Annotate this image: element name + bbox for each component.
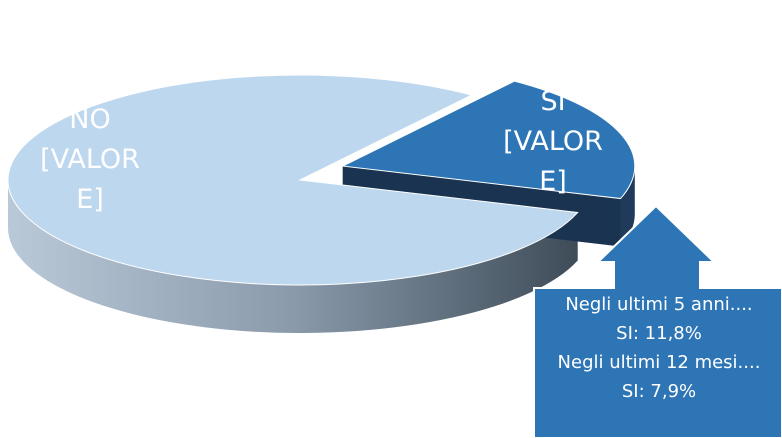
value-label: [VALORE]: [503, 126, 603, 197]
value-label: [VALORE]: [40, 144, 140, 215]
callout-line: SI: 7,9%: [621, 381, 697, 402]
slice-label: NO [VALORE]: [40, 100, 140, 220]
callout-arrow: [533, 204, 782, 438]
pie: [7, 74, 636, 333]
slice-label: SI [VALORE]: [503, 82, 603, 202]
callout-text: Negli ultimi 5 anni.... SI: 11,8% Negli ul…: [536, 290, 782, 406]
category-label: NO: [69, 104, 111, 135]
slice: [7, 74, 579, 286]
slice-side: [620, 166, 635, 247]
callout-line: SI: 11,8%: [616, 323, 702, 344]
slice: [341, 80, 636, 200]
slice-side: [8, 180, 578, 333]
callout-line: Negli ultimi 5 anni....: [565, 294, 753, 315]
category-label: SI: [540, 86, 566, 117]
callout-line: Negli ultimi 12 mesi....: [557, 352, 761, 373]
